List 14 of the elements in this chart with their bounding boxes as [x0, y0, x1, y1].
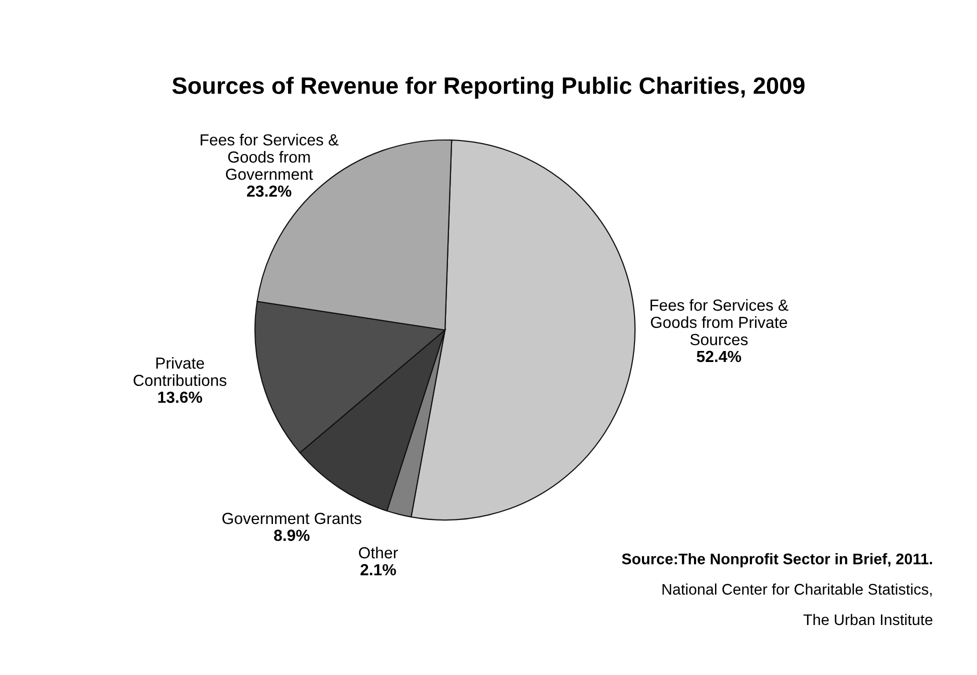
- data-label: 23.2%: [247, 186, 292, 197]
- source-note: Source:The Nonprofit Sector in Brief, 2011.: [622, 553, 932, 568]
- data-label: 8.9%: [274, 530, 310, 541]
- text: National Center for Charitable Statistics,: [662, 584, 932, 597]
- data-label: 2.1%: [360, 564, 396, 576]
- slice-label: Other: [358, 546, 398, 558]
- data-label: 52.4%: [696, 350, 742, 362]
- data-label: 13.6%: [158, 392, 202, 403]
- slice-label: Private Contributions: [134, 357, 226, 386]
- chart-title: Sources of Revenue for Reporting Public Charities, 2009: [172, 76, 805, 99]
- slice-label: Fees for Services & Goods from Private Sources: [650, 299, 788, 346]
- slice-label: Government Grants: [222, 512, 362, 524]
- slice-label: Fees for Services & Goods from Government: [200, 134, 339, 180]
- text: The Urban Institute: [803, 614, 932, 626]
